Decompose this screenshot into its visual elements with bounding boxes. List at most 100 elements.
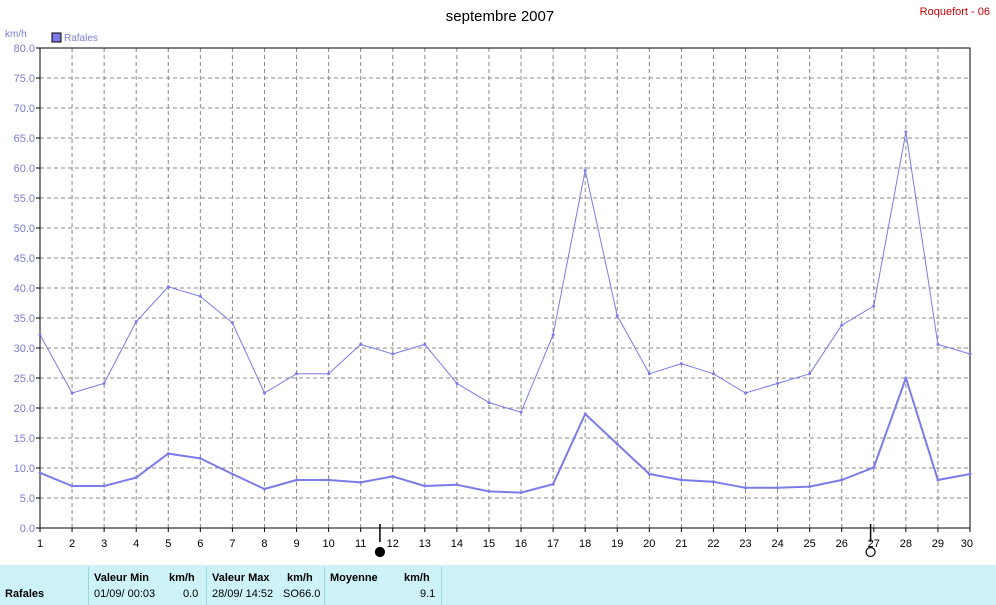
data-point — [166, 285, 170, 289]
max-datetime: 28/09/ 14:52 — [212, 588, 274, 600]
x-tick-label: 15 — [483, 538, 495, 550]
divider — [441, 567, 442, 605]
data-point — [615, 314, 619, 318]
data-point — [198, 294, 202, 298]
x-tick-label: 17 — [547, 538, 559, 550]
x-tick-label: 4 — [133, 538, 139, 550]
data-point — [583, 168, 587, 172]
stats-bar: Rafales Valeur Min km/h 01/09/ 00:03 0.0… — [0, 565, 996, 605]
data-point — [808, 485, 812, 489]
max-unit: km/h — [287, 572, 313, 584]
y-tick-label: 35.0 — [14, 313, 35, 325]
data-point — [487, 489, 491, 493]
data-point — [230, 472, 234, 476]
data-point — [455, 381, 459, 385]
data-point — [198, 456, 202, 460]
divider — [206, 567, 207, 605]
y-axis: 0.0 5.0 10.0 15.0 20.0 25.0 30.0 35.0 40.0 45.0 50… — [14, 43, 40, 535]
station-label: Roquefort - 06 — [920, 6, 990, 18]
moon-phase-markers — [374, 524, 876, 558]
x-tick-label: 1 — [37, 538, 43, 550]
y-tick-label: 50.0 — [14, 223, 35, 235]
data-point — [70, 391, 74, 395]
x-tick-label: 13 — [419, 538, 431, 550]
min-datetime: 01/09/ 00:03 — [94, 588, 156, 600]
x-tick-label: 10 — [322, 538, 334, 550]
data-point — [262, 391, 266, 395]
data-point — [968, 352, 972, 356]
data-point — [583, 412, 587, 416]
x-tick-label: 19 — [611, 538, 623, 550]
data-point — [295, 478, 299, 482]
data-point — [936, 478, 940, 482]
data-point — [936, 342, 940, 346]
max-label: Valeur Max — [212, 572, 270, 584]
data-point — [679, 478, 683, 482]
data-point — [808, 372, 812, 376]
data-point — [391, 352, 395, 356]
data-point — [359, 342, 363, 346]
x-tick-label: 18 — [579, 538, 591, 550]
data-point — [872, 304, 876, 308]
divider — [324, 567, 325, 605]
x-tick-label: 7 — [229, 538, 235, 550]
data-point — [38, 471, 42, 475]
x-tick-label: 28 — [900, 538, 912, 550]
y-tick-label: 20.0 — [14, 403, 35, 415]
x-tick-label: 26 — [836, 538, 848, 550]
data-point — [840, 478, 844, 482]
data-point — [840, 323, 844, 327]
x-tick-label: 23 — [739, 538, 751, 550]
data-point — [423, 484, 427, 488]
max-value: 66.0 — [299, 588, 321, 600]
data-point — [776, 486, 780, 490]
avg-unit: km/h — [404, 572, 430, 584]
y-tick-label: 70.0 — [14, 103, 35, 115]
data-point — [551, 482, 555, 486]
series-line-secondary — [39, 377, 971, 494]
data-point — [230, 321, 234, 325]
legend-swatch — [51, 32, 62, 43]
y-tick-label: 60.0 — [14, 163, 35, 175]
max-direction: SO — [283, 588, 299, 600]
data-point — [102, 381, 106, 385]
x-tick-label: 5 — [165, 538, 171, 550]
avg-value: 9.1 — [420, 588, 436, 600]
y-tick-label: 15.0 — [14, 433, 35, 445]
data-point — [615, 442, 619, 446]
data-point — [359, 480, 363, 484]
y-tick-label: 55.0 — [14, 193, 35, 205]
data-point — [968, 472, 972, 476]
x-tick-label: 16 — [515, 538, 527, 550]
x-tick-label: 3 — [101, 538, 107, 550]
chart-title: septembre 2007 — [446, 8, 554, 25]
data-point — [262, 487, 266, 491]
new-moon-icon — [374, 546, 386, 558]
data-point — [711, 480, 715, 484]
x-tick-label: 25 — [804, 538, 816, 550]
data-point — [647, 372, 651, 376]
data-point — [872, 465, 876, 469]
stats-row-label: Rafales — [5, 588, 45, 600]
data-point — [679, 362, 683, 366]
data-point — [391, 474, 395, 478]
y-tick-label: 80.0 — [14, 43, 35, 55]
y-tick-label: 30.0 — [14, 343, 35, 355]
x-tick-label: 30 — [961, 538, 973, 550]
data-point — [70, 484, 74, 488]
x-tick-label: 24 — [771, 538, 783, 550]
y-tick-label: 5.0 — [20, 493, 35, 505]
y-tick-label: 40.0 — [14, 283, 35, 295]
y-tick-label: 75.0 — [14, 73, 35, 85]
data-point — [134, 476, 138, 480]
y-unit-label: km/h — [5, 29, 27, 40]
full-moon-icon — [865, 546, 876, 558]
data-point — [38, 333, 42, 337]
data-point — [647, 472, 651, 476]
data-point — [327, 372, 331, 376]
y-tick-label: 0.0 — [20, 523, 35, 535]
legend-label: Rafales — [64, 33, 98, 44]
series-group — [38, 130, 972, 495]
min-label: Valeur Min — [94, 572, 150, 584]
data-point — [744, 486, 748, 490]
